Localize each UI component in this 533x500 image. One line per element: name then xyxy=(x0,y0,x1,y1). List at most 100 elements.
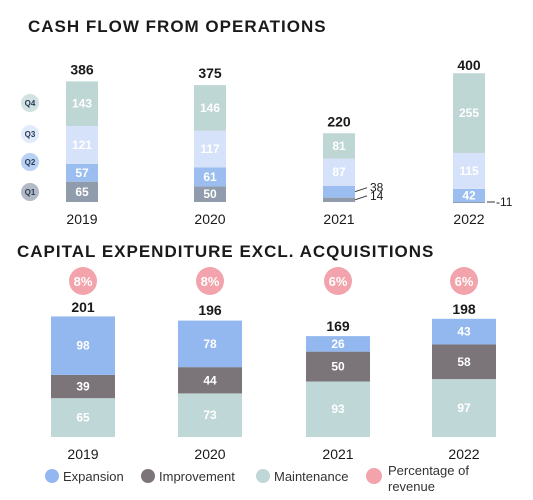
bar-label-q2-2021: 38 xyxy=(370,181,384,195)
total-label-2022: 400 xyxy=(457,57,481,73)
bar-improvement-2021 xyxy=(306,351,370,382)
x-tick-label-2021: 2021 xyxy=(323,211,354,227)
total-label-2020: 196 xyxy=(198,302,222,318)
bar-expansion-2021 xyxy=(306,336,370,352)
bar-label-expansion-2021: 26 xyxy=(331,337,345,351)
bar-label-q1-2019: 65 xyxy=(75,185,89,199)
x-tick-label-2020: 2020 xyxy=(194,211,225,227)
bar-q1-2019 xyxy=(66,181,98,202)
percentage-badge-2020 xyxy=(196,267,224,295)
bar-label-improvement-2021: 50 xyxy=(331,360,345,374)
bar-label-q3-2020: 117 xyxy=(200,142,220,156)
leader-line-2021 xyxy=(354,187,368,193)
total-label-2019: 386 xyxy=(70,61,94,77)
legend-label-expansion: Expansion xyxy=(63,469,124,484)
bar-maintenance-2021 xyxy=(306,381,370,437)
legend-swatch-percentage xyxy=(366,468,382,484)
percentage-label-2020: 8% xyxy=(201,274,220,289)
total-label-2020: 375 xyxy=(198,65,222,81)
bar-q4-2020 xyxy=(194,85,226,131)
bar-label-q4-2019: 143 xyxy=(72,97,92,111)
capex-chart: 65 39 98 201 8% 2019 73 44 78 196 8% 2020 93 50 26 169 6… xyxy=(51,267,496,462)
bar-label-improvement-2019: 39 xyxy=(76,380,90,394)
bar-q1-2020 xyxy=(194,186,226,202)
legend-swatch-expansion xyxy=(45,469,59,483)
x-tick-label-2019: 2019 xyxy=(66,211,97,227)
x-tick-label-2022: 2022 xyxy=(448,446,479,462)
bar-label-improvement-2022: 58 xyxy=(457,355,471,369)
bar-q4-2019 xyxy=(66,81,98,127)
quarter-label-q3: Q3 xyxy=(25,130,36,139)
bar-label-q4-2021: 81 xyxy=(332,139,346,153)
bar-expansion-2022 xyxy=(432,318,496,345)
bar-label-q2-2019: 57 xyxy=(75,166,89,180)
bar-label-q3-2019: 121 xyxy=(72,138,92,152)
legend-label-improvement: Improvement xyxy=(159,469,235,484)
bar-q2-2021 xyxy=(323,185,355,198)
legend-label-percentage-line2: revenue xyxy=(388,479,435,494)
percentage-label-2021: 6% xyxy=(329,274,348,289)
legend-swatch-maintenance xyxy=(256,469,270,483)
bar-expansion-2020 xyxy=(178,320,242,368)
percentage-label-2022: 6% xyxy=(455,274,474,289)
bar-maintenance-2020 xyxy=(178,393,242,437)
quarter-label-q4: Q4 xyxy=(25,99,36,108)
bar-q3-2019 xyxy=(66,126,98,164)
quarter-badge-q4 xyxy=(21,94,39,112)
total-label-2022: 198 xyxy=(452,301,476,317)
bar-label-q4-2022: 255 xyxy=(459,106,479,120)
total-label-2021: 169 xyxy=(326,318,350,334)
capex-title: CAPITAL EXPENDITURE EXCL. ACQUISITIONS xyxy=(17,242,434,261)
bar-label-q2-2020: 61 xyxy=(203,170,217,184)
bar-label-q4-2020: 146 xyxy=(200,101,220,115)
bar-label-expansion-2020: 78 xyxy=(203,337,217,351)
bar-q3-2020 xyxy=(194,130,226,168)
bar-improvement-2022 xyxy=(432,344,496,380)
bar-improvement-2019 xyxy=(51,374,115,399)
percentage-badge-2022 xyxy=(450,267,478,295)
bar-q2-2020 xyxy=(194,167,226,187)
bar-q4-2021 xyxy=(323,133,355,159)
x-tick-label-2019: 2019 xyxy=(67,446,98,462)
x-tick-label-2020: 2020 xyxy=(194,446,225,462)
quarter-badge-q1 xyxy=(21,183,39,201)
bar-maintenance-2022 xyxy=(432,379,496,437)
bar-q2-2022 xyxy=(453,188,485,202)
bar-label-maintenance-2019: 65 xyxy=(76,411,90,425)
bar-q2-2019 xyxy=(66,163,98,182)
bar-q3-2022 xyxy=(453,152,485,189)
bar-q1-2021 xyxy=(323,197,355,202)
percentage-label-2019: 8% xyxy=(74,274,93,289)
bar-expansion-2019 xyxy=(51,316,115,375)
legend-label-percentage-line1: Percentage of xyxy=(388,463,469,478)
bar-label-q1-2020: 50 xyxy=(203,187,217,201)
total-label-2021: 220 xyxy=(327,113,351,129)
bar-label-maintenance-2020: 73 xyxy=(203,408,217,422)
bar-label-q2-2022: 42 xyxy=(462,188,476,202)
bar-label-q3-2022: 115 xyxy=(459,164,479,178)
total-label-2019: 201 xyxy=(71,299,95,315)
quarter-label-q2: Q2 xyxy=(25,158,36,167)
bar-label-expansion-2019: 98 xyxy=(76,339,90,353)
quarter-label-q1: Q1 xyxy=(25,188,36,197)
x-tick-label-2021: 2021 xyxy=(322,446,353,462)
leader-line-2021 xyxy=(354,195,368,201)
bar-label-q3-2021: 87 xyxy=(332,165,346,179)
bar-label-improvement-2020: 44 xyxy=(203,373,217,387)
legend-label-maintenance: Maintenance xyxy=(274,469,348,484)
percentage-badge-2019 xyxy=(69,267,97,295)
x-tick-label-2022: 2022 xyxy=(453,211,484,227)
quarter-badge-q2 xyxy=(21,153,39,171)
legend: Expansion Improvement Maintenance Percentag… xyxy=(45,463,469,494)
quarter-badge-q3 xyxy=(21,125,39,143)
percentage-badge-2021 xyxy=(324,267,352,295)
bar-label-maintenance-2021: 93 xyxy=(331,402,345,416)
bar-improvement-2020 xyxy=(178,367,242,394)
bar-label-maintenance-2022: 97 xyxy=(457,401,471,415)
bar-maintenance-2019 xyxy=(51,398,115,437)
bar-label-expansion-2022: 43 xyxy=(457,325,471,339)
bar-label-q1-2022: -11 xyxy=(496,195,513,209)
